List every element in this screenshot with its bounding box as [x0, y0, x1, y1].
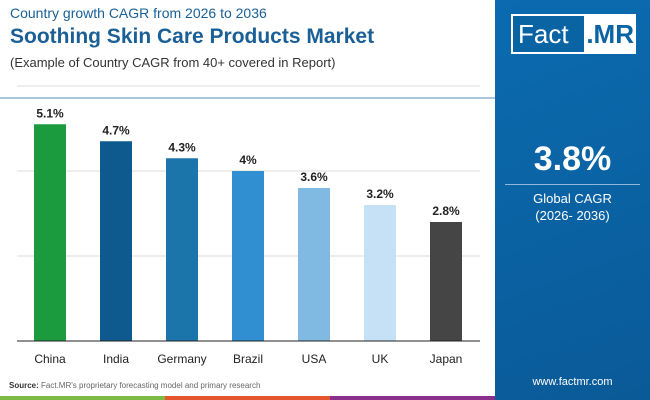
chart-subtitle: Country growth CAGR from 2026 to 2036: [10, 5, 267, 21]
chart-note: (Example of Country CAGR from 40+ covere…: [10, 55, 336, 70]
divider: [0, 97, 495, 99]
bar-china: [34, 124, 66, 341]
bar-chart: 5.1% China 4.7% India 4.3% Germany 4% Brazil 3.6…: [17, 85, 480, 366]
data-label: 4.3%: [168, 140, 196, 154]
logo-text: Fact: [513, 16, 585, 52]
factmr-logo: Fact .MR: [511, 14, 636, 54]
bar-india: [100, 141, 132, 341]
bar-brazil: [232, 171, 264, 341]
source-label: Source:: [9, 381, 39, 390]
global-cagr-period: (2026- 2036): [535, 208, 610, 223]
global-cagr-value: 3.8%: [533, 140, 612, 178]
category-label: UK: [372, 352, 389, 366]
side-panel: Fact .MR 3.8% Global CAGR (2026- 2036) ww…: [495, 0, 650, 400]
category-label: Japan: [430, 352, 463, 366]
data-label: 4%: [239, 153, 257, 167]
data-label: 4.7%: [102, 123, 130, 137]
bar-germany: [166, 158, 198, 341]
data-label: 3.2%: [366, 187, 394, 201]
panel-divider: [505, 184, 640, 185]
website-link[interactable]: www.factmr.com: [532, 376, 613, 388]
strip-orange: [165, 396, 330, 400]
bar-uk: [364, 205, 396, 341]
chart-title: Soothing Skin Care Products Market: [10, 25, 375, 48]
data-label: 2.8%: [432, 204, 460, 218]
bar-japan: [430, 222, 462, 341]
data-label: 3.6%: [300, 170, 328, 184]
strip-green: [0, 396, 165, 400]
category-label: Brazil: [233, 352, 263, 366]
data-label: 5.1%: [36, 106, 64, 120]
strip-purple: [330, 396, 495, 400]
category-label: USA: [302, 352, 327, 366]
logo-text-mr: .MR: [584, 16, 634, 52]
source-text: Fact.MR's proprietary forecasting model …: [38, 381, 261, 390]
category-label: India: [103, 352, 129, 366]
category-label: China: [34, 352, 66, 366]
global-cagr-label: Global CAGR: [533, 191, 612, 206]
bar-usa: [298, 188, 330, 341]
source-note: Source: Fact.MR's proprietary forecastin…: [9, 381, 260, 390]
category-label: Germany: [157, 352, 206, 366]
